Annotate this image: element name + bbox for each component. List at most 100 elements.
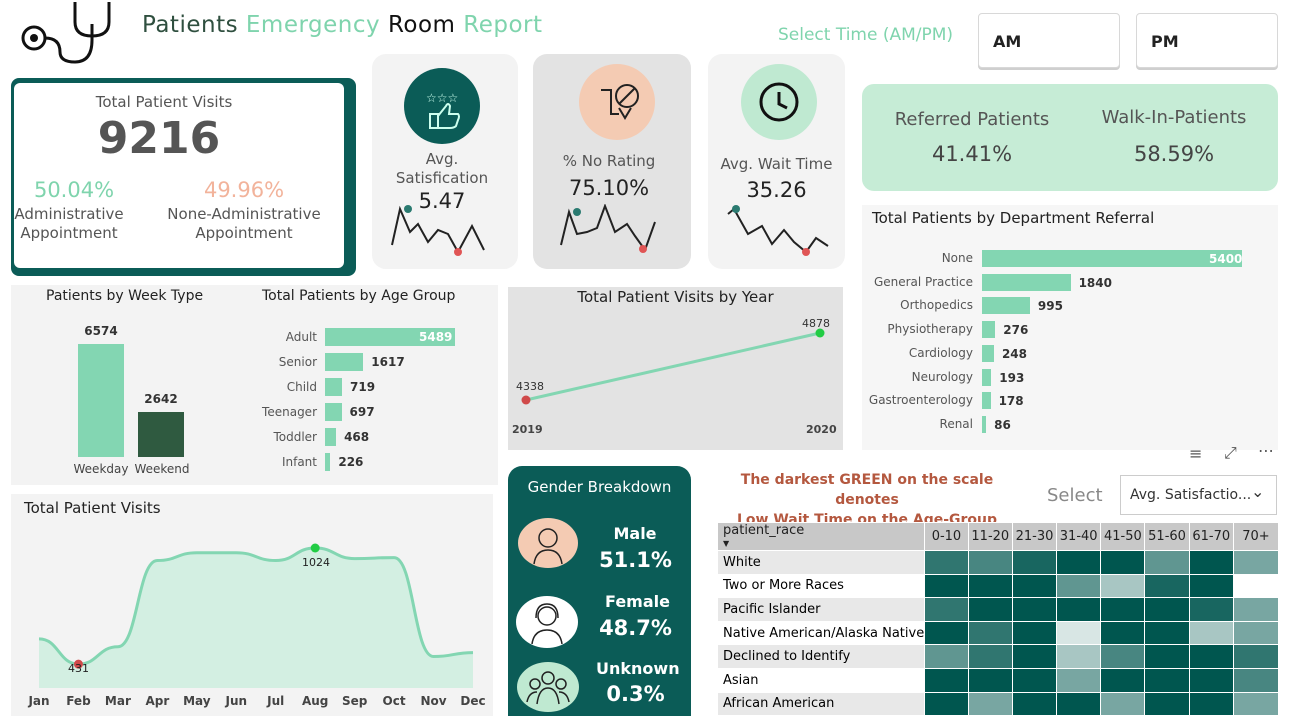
year-point [521, 395, 531, 405]
no-rating-label: % No Rating [562, 152, 656, 170]
heatmap-cell[interactable] [1188, 550, 1234, 575]
heatmap-cell[interactable] [924, 691, 969, 716]
heatmap-cell[interactable] [1056, 573, 1102, 599]
month-label: Jun [225, 694, 248, 708]
heatmap-cell[interactable] [1011, 667, 1058, 693]
age-value: 1617 [371, 355, 405, 369]
heatmap-cell[interactable] [1188, 644, 1234, 669]
heatmap-cell[interactable] [924, 667, 969, 693]
heatmap-cell[interactable] [967, 620, 1013, 646]
week-value: 6574 [84, 324, 118, 338]
female-value: 48.7% [599, 616, 672, 640]
heatmap-cell[interactable] [1056, 597, 1102, 622]
more-options-icon[interactable]: ⋯ [1258, 441, 1274, 460]
heatmap-cell[interactable] [1056, 691, 1102, 716]
heatmap-note: The darkest GREEN on the scale denotes Lo… [736, 472, 998, 528]
heatmap-cell[interactable] [1232, 573, 1279, 599]
heatmap-cell[interactable] [1144, 667, 1190, 693]
heatmap-cell[interactable] [1232, 597, 1279, 622]
heatmap-cell[interactable] [1100, 691, 1146, 716]
referred-value: 41.41% [931, 142, 1013, 166]
referred-label: Referred Patients [894, 109, 1050, 130]
month-label: Oct [382, 694, 406, 708]
heatmap-col-header[interactable]: 31-40 [1056, 522, 1102, 551]
heatmap-cell[interactable] [1011, 644, 1058, 669]
heatmap-cell[interactable] [1056, 644, 1102, 669]
heatmap-cell[interactable] [1100, 573, 1146, 599]
heatmap-cell[interactable] [1232, 667, 1279, 693]
year-line [521, 328, 825, 405]
heatmap-cell[interactable] [924, 620, 969, 646]
heatmap-cell[interactable] [1188, 597, 1234, 622]
age-label: Toddler [273, 430, 317, 444]
heatmap-cell[interactable] [1100, 597, 1146, 622]
page-title: Patients Emergency Room Report [142, 12, 543, 38]
heatmap-col-header[interactable]: 0-10 [924, 522, 969, 551]
heatmap-cell[interactable] [1232, 644, 1279, 669]
dept-label: Cardiology [908, 345, 973, 360]
dept-value: 193 [999, 370, 1025, 385]
heatmap-cell[interactable] [1100, 620, 1146, 646]
heatmap-col-header[interactable]: 41-50 [1100, 522, 1146, 551]
filter-icon[interactable]: ≡ [1189, 444, 1203, 463]
heatmap-cell[interactable] [1188, 667, 1234, 693]
heatmap-cell[interactable] [967, 573, 1013, 599]
heatmap-cell[interactable] [1056, 620, 1102, 646]
heatmap-cell[interactable] [1232, 550, 1279, 575]
heatmap-cell[interactable] [1100, 667, 1146, 693]
year-v1: 4338 [516, 380, 544, 393]
year-line-path [525, 331, 821, 402]
male-value: 51.1% [599, 548, 672, 572]
heatmap-cell[interactable] [1144, 550, 1190, 575]
pm-button[interactable]: PM [1136, 13, 1278, 68]
heatmap-col-header[interactable]: 51-60 [1144, 522, 1190, 551]
heatmap-cell[interactable] [1100, 550, 1146, 575]
heatmap-cell[interactable] [1100, 644, 1146, 669]
heatmap-cell[interactable] [1011, 550, 1058, 575]
heatmap-cell[interactable] [1144, 597, 1190, 622]
heatmap-row-label: White [717, 550, 926, 575]
heatmap-cell[interactable] [1188, 691, 1234, 716]
heatmap-cell[interactable] [924, 644, 969, 669]
heatmap-cell[interactable] [1011, 691, 1058, 716]
week-bar [138, 411, 184, 457]
dept-value: 1840 [1078, 275, 1112, 290]
age-label: Infant [281, 455, 317, 469]
heatmap-cell[interactable] [1056, 667, 1102, 693]
row-header[interactable]: patient_race ▼ [717, 522, 926, 551]
heatmap-cell[interactable] [1011, 573, 1058, 599]
heatmap-col-header[interactable]: 11-20 [967, 522, 1013, 551]
heatmap-cell[interactable] [1232, 691, 1279, 716]
heatmap-cell[interactable] [1144, 573, 1190, 599]
heatmap-cell[interactable] [967, 667, 1013, 693]
heatmap-cell[interactable] [1232, 620, 1279, 646]
year-x1: 2019 [512, 423, 543, 436]
heatmap-cell[interactable] [967, 644, 1013, 669]
heatmap-cell[interactable] [1011, 620, 1058, 646]
heatmap-col-header[interactable]: 21-30 [1011, 522, 1058, 551]
heatmap-row-label: Declined to Identify [717, 644, 926, 669]
heatmap-cell[interactable] [1144, 644, 1190, 669]
heatmap-row: Pacific Islander [717, 597, 1279, 622]
heatmap-cell[interactable] [1188, 620, 1234, 646]
heatmap-cell[interactable] [924, 597, 969, 622]
dept-bar [982, 415, 987, 433]
metric-dropdown-value: Avg. Satisfactio... [1130, 487, 1252, 503]
heatmap-cell[interactable] [924, 550, 969, 575]
am-button[interactable]: AM [978, 13, 1120, 68]
heatmap-cell[interactable] [967, 597, 1013, 622]
metric-dropdown[interactable]: Avg. Satisfactio... ⌄ [1120, 475, 1277, 515]
heatmap-cell[interactable] [924, 573, 969, 599]
heatmap-cell[interactable] [1188, 573, 1234, 599]
heatmap-cell[interactable] [967, 691, 1013, 716]
heatmap-col-header[interactable]: 61-70 [1188, 522, 1234, 551]
heatmap-cell[interactable] [1144, 691, 1190, 716]
no-rating-sparkline [560, 204, 656, 253]
heatmap-cell[interactable] [1144, 620, 1190, 646]
focus-mode-icon[interactable]: ⤢ [1224, 443, 1237, 462]
heatmap-cell[interactable] [1056, 550, 1102, 575]
heatmap-cell[interactable] [1011, 597, 1058, 622]
heatmap-col-header[interactable]: 70+ [1232, 522, 1279, 551]
age-group-title: Total Patients by Age Group [262, 288, 456, 304]
heatmap-cell[interactable] [967, 550, 1013, 575]
